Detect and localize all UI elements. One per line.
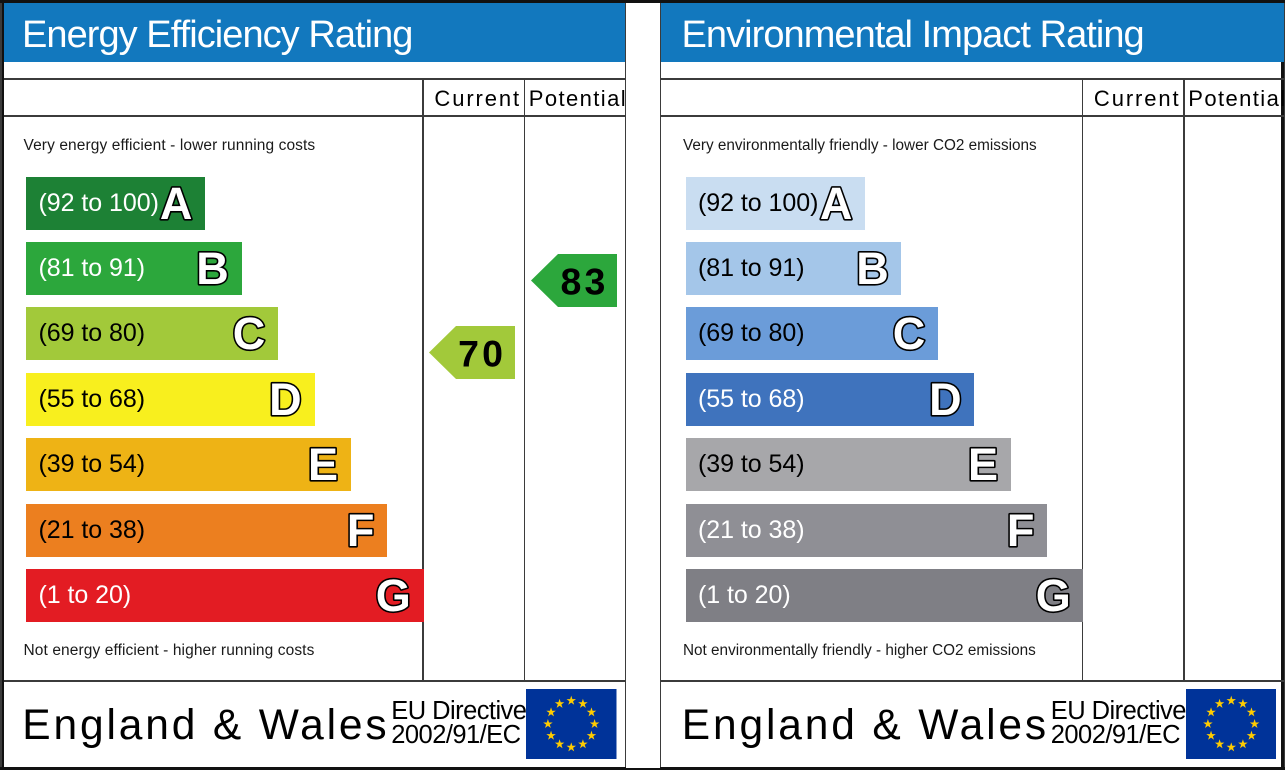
svg-text:G: G [376, 570, 411, 621]
svg-text:A: A [819, 178, 852, 229]
svg-text:G: G [1035, 570, 1070, 621]
svg-text:A: A [160, 178, 193, 229]
svg-text:83: 83 [560, 261, 608, 303]
svg-text:F: F [347, 505, 375, 556]
svg-text:C: C [892, 308, 925, 359]
svg-text:D: D [269, 374, 302, 425]
svg-text:E: E [308, 439, 338, 490]
svg-text:C: C [233, 308, 266, 359]
svg-text:B: B [196, 243, 229, 294]
svg-text:F: F [1006, 505, 1034, 556]
svg-text:D: D [929, 374, 962, 425]
svg-text:B: B [856, 243, 889, 294]
svg-text:E: E [967, 439, 997, 490]
svg-text:70: 70 [458, 333, 506, 375]
